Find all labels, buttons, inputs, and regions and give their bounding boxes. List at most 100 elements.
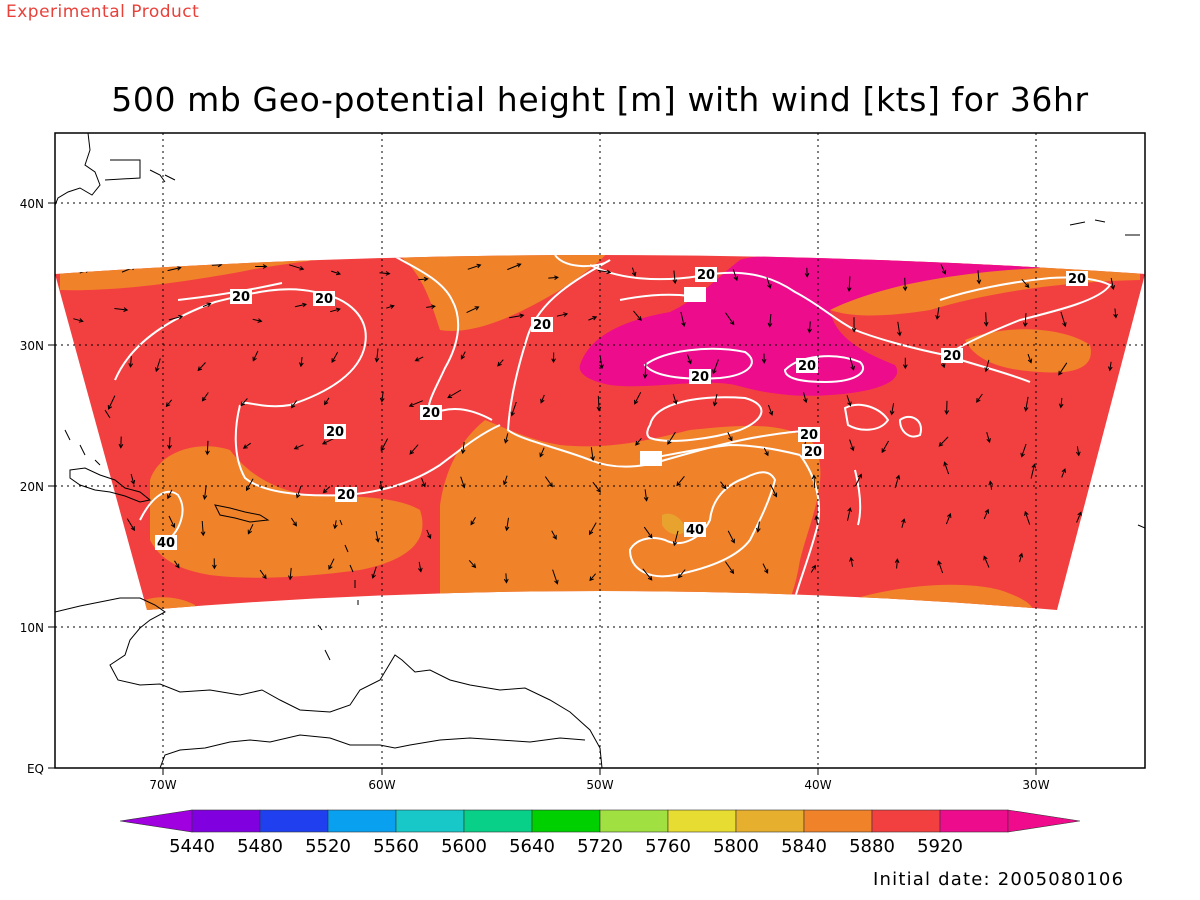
svg-text:20: 20 [943,349,961,364]
wind-arrow [299,357,304,368]
wind-arrow [290,517,297,527]
colorbar-label: 5560 [373,836,419,857]
wind-arrow [507,263,522,271]
svg-text:20: 20 [691,370,709,385]
colorbar-label: 5720 [577,836,623,857]
svg-text:20: 20 [798,359,816,374]
contour-label: 20 [1066,271,1088,287]
wind-contour-4 [384,255,493,421]
wind-arrow [510,401,517,417]
colorbar-label: 5600 [441,836,487,857]
wind-arrow [761,353,767,364]
shade-5840-east [965,329,1091,373]
wind-arrow [1060,311,1067,328]
wind-arrow [321,437,335,445]
wind-arrow [766,277,772,289]
wind-arrow [642,363,648,379]
colorbar-label: 5480 [237,836,283,857]
coastlines [55,133,1145,768]
wind-arrow [322,486,331,494]
wind-arrow [811,474,817,489]
wind-arrow [770,484,778,498]
lat-label-10n: 10N [20,621,44,635]
wind-arrow [539,447,545,458]
svg-text:20: 20 [533,318,551,333]
contour-label: 20 [335,487,357,503]
wind-arrow [667,431,676,445]
colorbar-swatch [463,809,533,833]
wind-arrow [881,440,889,454]
wind-arrow [324,397,330,406]
wind-arrow [590,447,595,462]
wind-contour-11 [639,443,801,461]
wind-arrow [1076,446,1081,457]
contour-label: 20 [802,444,824,460]
wind-arrow [418,561,423,573]
wind-arrow [725,312,735,326]
svg-text:20: 20 [337,488,355,503]
wind-arrow [168,515,176,529]
coastline-bermuda-east [1069,219,1145,529]
wind-arrow [635,437,642,446]
wind-arrow [1110,277,1116,291]
wind-arrow [849,556,854,567]
wind-arrow [589,573,596,582]
colorbar-swatch [259,809,329,833]
wind-arrow [727,431,733,442]
wind-contour-14 [939,276,1112,356]
wind-arrow [712,393,718,407]
colorbar-swatch [327,809,397,833]
contour-label [684,287,706,302]
wind-arrow [551,352,556,364]
wind-arrow [988,480,994,490]
wind-arrow [167,489,173,500]
wind-arrow [409,444,419,455]
shade-5800-spot [662,513,686,535]
svg-text:20: 20 [315,292,333,307]
wind-arrow [672,530,679,547]
wind-arrow [331,270,341,276]
wind-arrow [596,395,602,412]
svg-text:20: 20 [697,268,715,283]
wind-arrow [130,473,136,485]
wind-arrow [331,351,339,363]
wind-arrow [1058,362,1068,376]
wind-arrow [599,355,604,370]
lat-label-20n: 20N [20,480,44,494]
colorbar-label: 5760 [645,836,691,857]
wind-arrow [976,270,982,285]
colorbar-swatch [599,809,669,833]
coastline-antilles [317,519,359,661]
wind-arrow [426,304,436,310]
wind-arrow [756,521,761,533]
wind-arrow [118,436,124,449]
wind-contour-13 [794,454,821,599]
colorbar-label: 5840 [781,836,827,857]
contour-label: 40 [155,535,177,551]
wind-arrow [380,438,389,452]
wind-arrow [503,475,508,486]
svg-text:20: 20 [800,428,818,443]
initial-date: Initial date: 2005080106 [873,869,1125,890]
wind-arrow [854,473,862,487]
wind-contour-18 [898,415,922,438]
wind-arrow [804,267,810,278]
wind-arrow [589,522,597,536]
colorbar-swatch [667,809,737,833]
wind-arrow [901,518,906,528]
shade-5840-south [440,420,821,610]
wind-arrow [289,264,305,271]
wind-arrow [588,316,598,321]
wind-arrow [168,314,184,321]
wind-arrow [897,321,902,337]
wind-arrow [468,559,477,569]
lat-label-eq: EQ [27,762,44,776]
wind-arrow [509,313,525,319]
lon-label-60w: 60W [368,778,395,792]
wind-arrow [1058,397,1064,409]
wind-arrow [167,266,182,272]
wind-arrow [724,561,735,575]
svg-text:20: 20 [326,425,344,440]
wind-arrow [202,302,212,308]
